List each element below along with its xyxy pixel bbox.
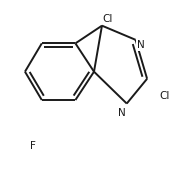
Text: Cl: Cl — [102, 14, 112, 24]
Text: N: N — [118, 108, 126, 118]
Text: Cl: Cl — [160, 91, 170, 101]
Text: N: N — [137, 40, 145, 50]
Text: F: F — [30, 141, 36, 151]
